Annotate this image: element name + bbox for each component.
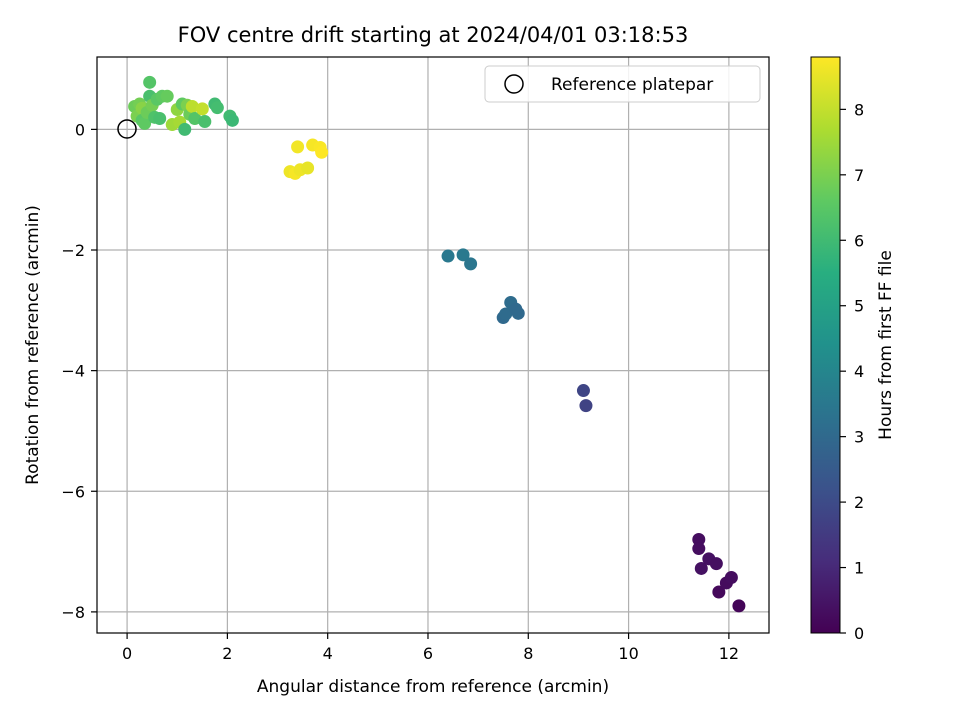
x-tick-label: 12	[719, 644, 739, 663]
colorbar-tick-label: 0	[854, 624, 864, 643]
x-axis-label: Angular distance from reference (arcmin)	[257, 677, 609, 697]
data-point	[225, 113, 239, 127]
data-point	[579, 399, 593, 413]
data-point	[178, 122, 192, 136]
x-tick-label: 6	[423, 644, 433, 663]
colorbar	[810, 56, 841, 634]
reference-point-marker	[117, 119, 137, 139]
data-point	[315, 145, 329, 159]
colorbar-tick-label: 4	[854, 362, 864, 381]
data-point	[511, 306, 525, 320]
colorbar-label: Hours from first FF file	[876, 250, 896, 440]
data-point	[301, 161, 315, 175]
x-axis-ticks: 0 2 4 6 8 10 12	[122, 633, 739, 663]
colorbar-tick-label: 5	[854, 297, 864, 316]
data-point	[160, 89, 174, 103]
colorbar-tick-label: 8	[854, 100, 864, 119]
data-point	[576, 384, 590, 398]
data-point	[692, 542, 706, 556]
x-tick-label: 8	[523, 644, 533, 663]
data-point	[712, 585, 726, 599]
data-point	[188, 112, 202, 126]
data-point	[464, 257, 478, 271]
grid-lines	[97, 57, 769, 633]
data-point	[143, 75, 157, 89]
y-tick-label: 0	[75, 120, 85, 139]
data-point	[732, 599, 746, 613]
data-point	[195, 102, 209, 116]
data-point	[692, 533, 706, 547]
legend-box	[484, 65, 761, 103]
data-point	[138, 116, 152, 130]
y-tick-label: −6	[61, 482, 85, 501]
data-point	[694, 561, 708, 575]
data-point	[185, 99, 199, 113]
y-tick-label: −2	[61, 241, 85, 260]
data-point	[499, 307, 513, 321]
data-point	[153, 112, 167, 126]
y-tick-label: −8	[61, 603, 85, 622]
plot-area-frame	[96, 56, 770, 634]
data-point	[441, 249, 455, 263]
legend: Reference platepar	[484, 65, 761, 103]
scatter-points	[128, 75, 746, 613]
colorbar-ticks: 0 1 2 3 4 5 6 7 8	[840, 100, 864, 643]
legend-marker-icon	[504, 74, 524, 94]
y-axis-ticks: 0 −2 −4 −6 −8	[61, 120, 97, 622]
colorbar-tick-label: 7	[854, 166, 864, 185]
x-tick-label: 4	[323, 644, 333, 663]
colorbar-tick-label: 6	[854, 231, 864, 250]
colorbar-tick-label: 3	[854, 428, 864, 447]
x-tick-label: 0	[122, 644, 132, 663]
data-point	[291, 140, 305, 154]
data-point	[210, 101, 224, 115]
y-axis-label: Rotation from reference (arcmin)	[23, 205, 43, 485]
colorbar-tick-label: 1	[854, 559, 864, 578]
y-tick-label: −4	[61, 362, 85, 381]
data-point	[709, 557, 723, 571]
chart-title: FOV centre drift starting at 2024/04/01 …	[178, 23, 689, 47]
data-point	[198, 115, 212, 129]
data-point	[724, 571, 738, 585]
data-point	[456, 248, 470, 262]
x-tick-label: 10	[618, 644, 638, 663]
legend-label: Reference platepar	[551, 75, 713, 95]
colorbar-tick-label: 2	[854, 493, 864, 512]
x-tick-label: 2	[222, 644, 232, 663]
